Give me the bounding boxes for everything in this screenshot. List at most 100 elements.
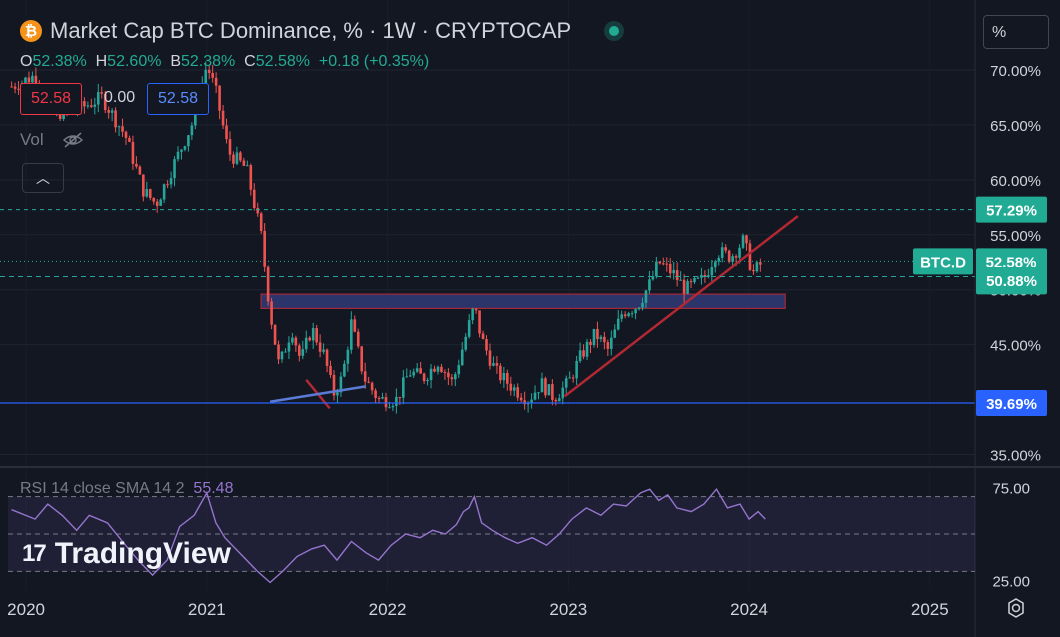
candle-body <box>651 276 655 280</box>
candle-body <box>724 247 727 251</box>
candle-body <box>672 270 675 274</box>
candle-body <box>551 384 554 400</box>
candle-body <box>10 86 13 88</box>
candle-body <box>187 135 190 147</box>
candle-body <box>266 266 270 302</box>
sell-price-button[interactable]: 52.58 <box>20 83 83 115</box>
candle-body <box>720 247 724 258</box>
hide-eye-icon[interactable] <box>62 131 84 154</box>
candle-body <box>457 365 461 375</box>
candle-body <box>700 274 703 278</box>
candle-body <box>433 368 436 372</box>
trendline <box>563 215 799 398</box>
price-label-50-88: 50.88% <box>986 273 1037 290</box>
candle-body <box>568 377 572 379</box>
candle-body <box>246 165 249 167</box>
candle-body <box>578 350 582 362</box>
candlestick-series <box>10 61 762 414</box>
candle-body <box>474 308 478 311</box>
spread-value: 0.00 <box>104 89 136 106</box>
candle-body <box>287 342 291 352</box>
scale-mode-button[interactable]: % <box>983 15 1049 49</box>
candle-body <box>142 174 145 197</box>
symbol-label-btcd: BTC.D <box>920 254 966 271</box>
candle-body <box>596 328 599 340</box>
candle-body <box>471 308 474 321</box>
candle-body <box>343 363 346 377</box>
candle-body <box>748 243 752 270</box>
candle-body <box>166 184 169 186</box>
candle-body <box>176 151 180 160</box>
candle-body <box>370 382 374 391</box>
candle-body <box>686 281 689 294</box>
candle-body <box>679 279 682 281</box>
candle-body <box>336 392 339 396</box>
candle-body <box>661 263 665 265</box>
candle-body <box>738 247 741 258</box>
candle-body <box>169 178 173 185</box>
chart-settings-icon[interactable] <box>1005 597 1027 624</box>
candle-body <box>668 263 672 274</box>
candle-body <box>745 235 748 244</box>
candle-body <box>710 267 714 276</box>
candle-body <box>665 263 669 265</box>
price-axis[interactable]: 35.00%45.00%50.00%55.00%60.00%65.00%70.0… <box>974 0 1041 637</box>
candle-body <box>544 378 547 396</box>
candle-body <box>440 366 443 373</box>
buy-price-button[interactable]: 52.58 <box>147 83 210 115</box>
candle-body <box>155 201 159 206</box>
volume-label: Vol <box>20 130 44 149</box>
candle-body <box>183 146 187 150</box>
candle-body <box>391 405 395 408</box>
candle-body <box>533 392 537 400</box>
candle-body <box>148 189 152 198</box>
price-tick-label: 45.00% <box>990 338 1041 355</box>
symbol-header[interactable]: ₿ Market Cap BTC Dominance, % · 1W · CRY… <box>20 18 620 44</box>
candle-body <box>311 328 315 341</box>
symbol-title[interactable]: Market Cap BTC Dominance, % · 1W · CRYPT… <box>50 18 572 43</box>
candle-body <box>752 269 755 272</box>
candle-body <box>353 319 357 332</box>
candle-body <box>363 371 367 382</box>
candle-body <box>107 110 110 113</box>
candle-body <box>447 372 450 378</box>
candle-body <box>610 337 613 349</box>
candle-body <box>100 92 104 94</box>
time-tick-label: 2021 <box>188 600 226 619</box>
rsi-line <box>11 487 766 584</box>
candle-body <box>280 351 284 360</box>
symbol-label-btcd-bg <box>913 248 973 275</box>
candle-body <box>616 318 620 330</box>
tradingview-watermark: 17 TradingView <box>22 537 231 570</box>
market-status-icon[interactable] <box>609 26 620 36</box>
candle-body <box>83 101 86 107</box>
candle-body <box>367 381 370 383</box>
bitcoin-logo-icon: ₿ <box>20 20 42 42</box>
candle-body <box>464 336 468 350</box>
rsi-tick-label: 25.00 <box>992 574 1030 591</box>
candle-body <box>194 108 197 126</box>
rsi-legend: RSI 14 close SMA 14 2 55.48 <box>20 480 234 497</box>
candle-body <box>509 383 513 391</box>
price-labels: 57.29%52.58%5d 15hBTC.D50.88%39.69% <box>913 196 1047 416</box>
candle-body <box>658 261 662 264</box>
candle-body <box>630 313 634 315</box>
candle-body <box>131 141 135 164</box>
candle-body <box>308 337 312 341</box>
candle-body <box>620 314 624 319</box>
candle-body <box>644 290 648 303</box>
candle-body <box>214 77 218 86</box>
candle-body <box>655 261 658 277</box>
candle-body <box>350 319 353 350</box>
time-axis[interactable]: 2020 2021 2022 2023 2024 2025 <box>7 600 949 619</box>
price-tick-label: 60.00% <box>990 173 1041 190</box>
candle-body <box>173 159 176 179</box>
candle-body <box>564 378 568 388</box>
horizontal-lines <box>0 209 975 404</box>
candle-body <box>537 392 540 394</box>
candle-body <box>221 110 225 126</box>
candle-body <box>561 387 565 399</box>
collapse-legend-button[interactable]: ︿ <box>22 163 64 193</box>
price-tick-label: 65.00% <box>990 118 1041 135</box>
